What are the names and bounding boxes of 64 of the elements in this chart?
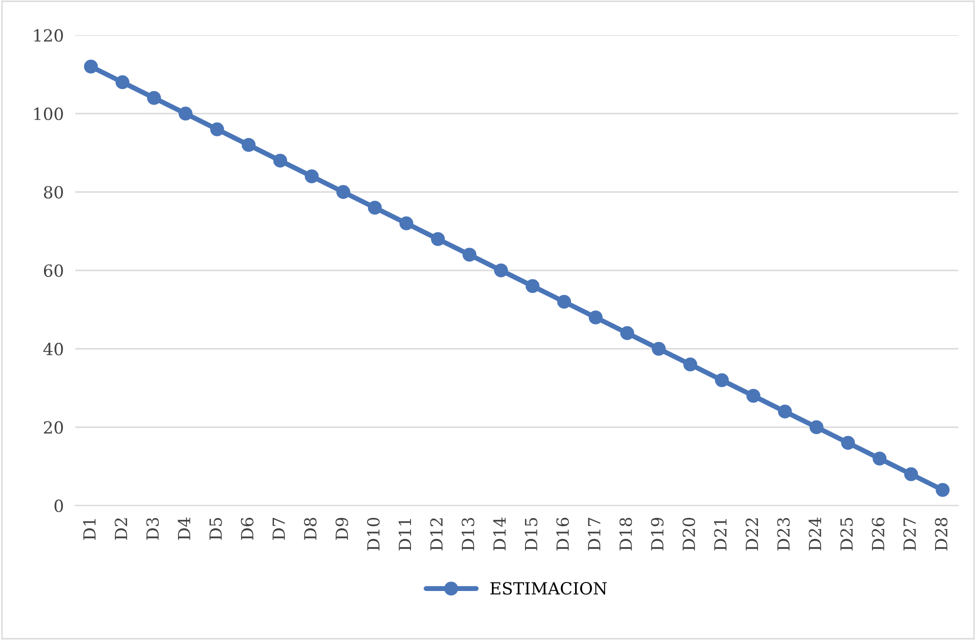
- point: [210, 122, 224, 136]
- y-tick-label: 20: [44, 421, 63, 434]
- point: [652, 342, 666, 356]
- point: [116, 75, 130, 90]
- x-tick-label: D6: [240, 518, 254, 540]
- point: [872, 452, 887, 466]
- point: [462, 248, 476, 262]
- y-tick-label: 80: [44, 186, 63, 199]
- point: [273, 154, 288, 168]
- point: [494, 263, 508, 278]
- x-tick-label: D10: [367, 518, 380, 550]
- point: [399, 216, 414, 230]
- y-tick-label: 120: [34, 29, 63, 42]
- point: [147, 90, 161, 105]
- point: [746, 388, 760, 403]
- x-tick-label: D27: [903, 518, 916, 550]
- y-tick-label: 60: [44, 264, 63, 277]
- x-tick-label: D7: [272, 518, 285, 540]
- x-tick-label: D18: [619, 518, 632, 550]
- point: [304, 169, 319, 184]
- point: [588, 310, 603, 324]
- x-tick-label: D2: [114, 518, 128, 540]
- x-tick-label: D12: [430, 518, 443, 550]
- point: [336, 185, 350, 199]
- point: [714, 373, 729, 388]
- x-tick-label: D23: [777, 518, 790, 550]
- x-tick-label: D4: [178, 518, 190, 540]
- y-tick-label: 40: [43, 342, 63, 356]
- point: [683, 358, 698, 372]
- x-tick-label: D24: [808, 518, 822, 550]
- point: [178, 106, 193, 121]
- x-tick-label: D14: [493, 518, 506, 550]
- x-tick-label: D16: [556, 518, 569, 550]
- x-tick-label: D3: [146, 518, 159, 540]
- y-tick-label: 0: [54, 500, 63, 512]
- x-tick-label: D1: [83, 519, 96, 540]
- x-tick-label: D9: [336, 518, 348, 540]
- x-tick-label: D19: [650, 518, 664, 550]
- point: [620, 326, 634, 340]
- point: [936, 482, 950, 497]
- x-tick-label: D5: [210, 518, 222, 540]
- x-tick-label: D8: [304, 518, 317, 540]
- x-tick-label: D11: [398, 519, 411, 550]
- legend-label: ESTIMACION: [490, 582, 607, 595]
- x-tick-label: D28: [934, 518, 948, 550]
- x-tick-label: D20: [682, 518, 696, 550]
- x-tick-label: D13: [462, 518, 474, 550]
- x-tick-label: D17: [588, 518, 600, 550]
- point: [84, 60, 98, 74]
- x-tick-label: D15: [524, 518, 538, 550]
- point: [904, 467, 918, 482]
- point: [841, 436, 855, 450]
- point: [810, 420, 824, 434]
- x-tick-label: D22: [746, 518, 758, 550]
- x-tick-label: D21: [714, 519, 726, 550]
- point: [557, 294, 572, 309]
- point: [368, 200, 382, 215]
- point: [778, 404, 792, 418]
- y-tick-label: 100: [34, 108, 63, 120]
- point: [242, 138, 256, 152]
- x-tick-label: D25: [840, 518, 853, 550]
- x-tick-label: D26: [872, 518, 884, 550]
- point: [430, 232, 445, 246]
- point: [526, 279, 540, 294]
